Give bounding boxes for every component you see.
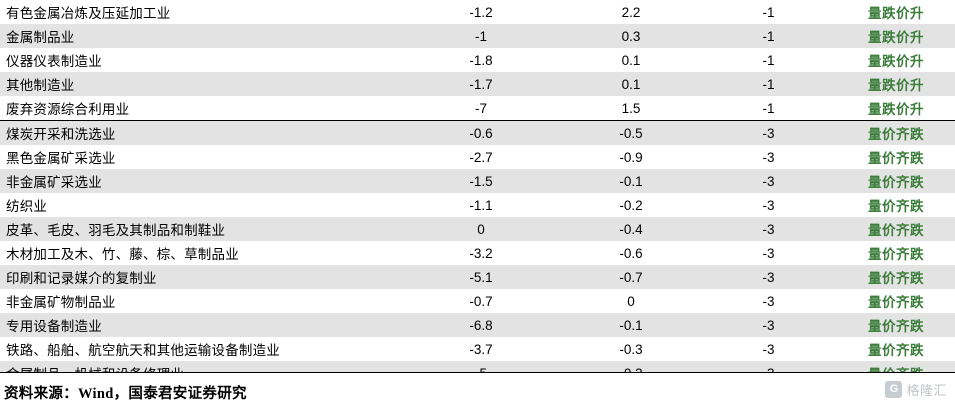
row-value-code: -3 <box>706 289 831 313</box>
row-value-price: 1.5 <box>556 96 706 121</box>
row-value-price: -0.4 <box>556 217 706 241</box>
row-industry-name: 非金属矿采选业 <box>0 169 406 193</box>
row-industry-name: 印刷和记录媒介的复制业 <box>0 265 406 289</box>
row-tag-label: 量价齐跌 <box>831 337 955 361</box>
row-industry-name: 有色金属冶炼及压延加工业 <box>0 0 406 24</box>
row-value-output: -1.2 <box>406 0 556 24</box>
row-value-code: -1 <box>706 48 831 72</box>
table-row: 专用设备制造业 -6.8 -0.1 -3 量价齐跌 <box>0 313 955 337</box>
row-value-price: -0.1 <box>556 169 706 193</box>
row-value-code: -1 <box>706 0 831 24</box>
row-tag-label: 量价齐跌 <box>831 265 955 289</box>
row-tag-label: 量跌价升 <box>831 96 955 121</box>
row-industry-name: 仪器仪表制造业 <box>0 48 406 72</box>
table-row: 废弃资源综合利用业 -7 1.5 -1 量跌价升 <box>0 96 955 121</box>
row-industry-name: 其他制造业 <box>0 72 406 96</box>
table-row: 印刷和记录媒介的复制业 -5.1 -0.7 -3 量价齐跌 <box>0 265 955 289</box>
row-value-price: -0.2 <box>556 193 706 217</box>
table-row: 非金属矿物制品业 -0.7 0 -3 量价齐跌 <box>0 289 955 313</box>
table-row: 铁路、船舶、航空航天和其他运输设备制造业 -3.7 -0.3 -3 量价齐跌 <box>0 337 955 361</box>
row-value-output: -7 <box>406 96 556 121</box>
row-tag-label: 量价齐跌 <box>831 313 955 337</box>
row-value-code: -3 <box>706 169 831 193</box>
row-industry-name: 煤炭开采和洗选业 <box>0 120 406 145</box>
table-row: 木材加工及木、竹、藤、棕、草制品业 -3.2 -0.6 -3 量价齐跌 <box>0 241 955 265</box>
row-value-code: -3 <box>706 217 831 241</box>
row-value-price: -0.1 <box>556 313 706 337</box>
row-tag-label: 量跌价升 <box>831 48 955 72</box>
row-tag-label: 量跌价升 <box>831 0 955 24</box>
row-industry-name: 铁路、船舶、航空航天和其他运输设备制造业 <box>0 337 406 361</box>
row-value-price: 2.2 <box>556 0 706 24</box>
row-value-price: 0.1 <box>556 48 706 72</box>
row-value-output: -3.2 <box>406 241 556 265</box>
row-tag-label: 量跌价升 <box>831 72 955 96</box>
table-row: 煤炭开采和洗选业 -0.6 -0.5 -3 量价齐跌 <box>0 120 955 145</box>
row-value-output: -2.7 <box>406 145 556 169</box>
row-value-price: 0 <box>556 289 706 313</box>
row-value-output: -6.8 <box>406 313 556 337</box>
table-row: 仪器仪表制造业 -1.8 0.1 -1 量跌价升 <box>0 48 955 72</box>
table-row: 纺织业 -1.1 -0.2 -3 量价齐跌 <box>0 193 955 217</box>
row-value-price: -0.5 <box>556 120 706 145</box>
watermark-logo-icon: G <box>885 381 903 398</box>
row-tag-label: 量价齐跌 <box>831 193 955 217</box>
row-value-code: -3 <box>706 337 831 361</box>
table-footer: 资料来源：Wind，国泰君安证券研究 G 格隆汇 <box>0 372 955 407</box>
row-value-output: -1.1 <box>406 193 556 217</box>
row-value-code: -3 <box>706 265 831 289</box>
table-row: 皮革、毛皮、羽毛及其制品和制鞋业 0 -0.4 -3 量价齐跌 <box>0 217 955 241</box>
row-value-price: -0.7 <box>556 265 706 289</box>
row-value-price: -0.9 <box>556 145 706 169</box>
row-value-output: -0.7 <box>406 289 556 313</box>
table-row: 金属制品业 -1 0.3 -1 量跌价升 <box>0 24 955 48</box>
row-tag-label: 量跌价升 <box>831 24 955 48</box>
table-row: 黑色金属矿采选业 -2.7 -0.9 -3 量价齐跌 <box>0 145 955 169</box>
row-value-code: -3 <box>706 313 831 337</box>
row-value-price: 0.1 <box>556 72 706 96</box>
row-value-output: -1.8 <box>406 48 556 72</box>
row-industry-name: 纺织业 <box>0 193 406 217</box>
row-value-output: -0.6 <box>406 120 556 145</box>
row-value-price: -0.3 <box>556 337 706 361</box>
row-value-output: 0 <box>406 217 556 241</box>
source-note: 资料来源：Wind，国泰君安证券研究 <box>4 386 247 402</box>
row-industry-name: 专用设备制造业 <box>0 313 406 337</box>
table-row: 有色金属冶炼及压延加工业 -1.2 2.2 -1 量跌价升 <box>0 0 955 24</box>
row-tag-label: 量价齐跌 <box>831 145 955 169</box>
row-value-output: -1.7 <box>406 72 556 96</box>
row-tag-label: 量价齐跌 <box>831 169 955 193</box>
row-industry-name: 黑色金属矿采选业 <box>0 145 406 169</box>
row-value-code: -1 <box>706 96 831 121</box>
row-value-code: -3 <box>706 145 831 169</box>
row-value-output: -1 <box>406 24 556 48</box>
row-value-code: -3 <box>706 193 831 217</box>
row-value-code: -3 <box>706 241 831 265</box>
row-industry-name: 木材加工及木、竹、藤、棕、草制品业 <box>0 241 406 265</box>
row-industry-name: 废弃资源综合利用业 <box>0 96 406 121</box>
row-industry-name: 金属制品业 <box>0 24 406 48</box>
row-industry-name: 皮革、毛皮、羽毛及其制品和制鞋业 <box>0 217 406 241</box>
row-tag-label: 量价齐跌 <box>831 217 955 241</box>
row-value-output: -3.7 <box>406 337 556 361</box>
row-tag-label: 量价齐跌 <box>831 120 955 145</box>
table-row: 非金属矿采选业 -1.5 -0.1 -3 量价齐跌 <box>0 169 955 193</box>
row-value-price: -0.6 <box>556 241 706 265</box>
row-value-code: -3 <box>706 120 831 145</box>
row-tag-label: 量价齐跌 <box>831 241 955 265</box>
row-value-price: 0.3 <box>556 24 706 48</box>
row-tag-label: 量价齐跌 <box>831 289 955 313</box>
row-value-output: -5.1 <box>406 265 556 289</box>
table-row: 其他制造业 -1.7 0.1 -1 量跌价升 <box>0 72 955 96</box>
watermark: G 格隆汇 <box>885 380 947 399</box>
row-value-code: -1 <box>706 72 831 96</box>
row-value-output: -1.5 <box>406 169 556 193</box>
row-industry-name: 非金属矿物制品业 <box>0 289 406 313</box>
watermark-label: 格隆汇 <box>906 383 947 398</box>
row-value-code: -1 <box>706 24 831 48</box>
